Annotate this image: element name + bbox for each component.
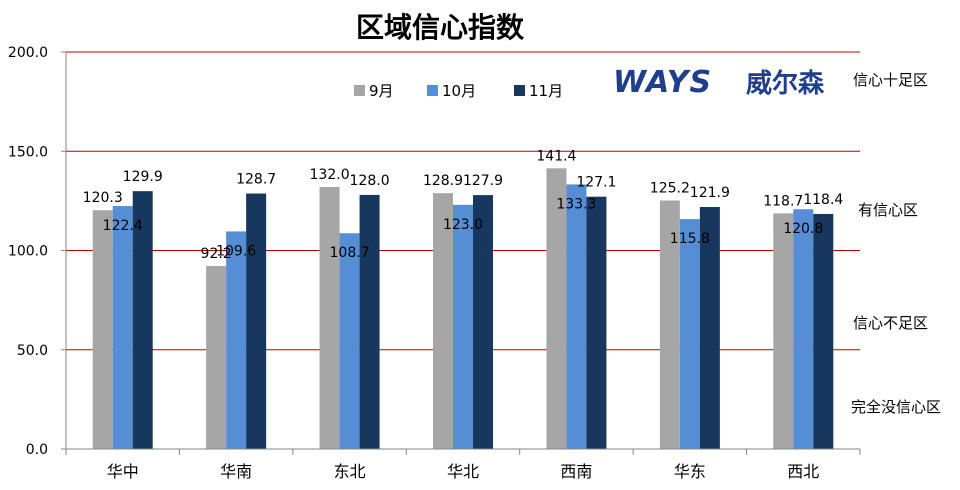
bar <box>92 210 113 449</box>
y-tick-label: 50.0 <box>17 343 48 359</box>
bar <box>359 194 380 449</box>
x-tick-label: 华北 <box>447 462 479 481</box>
bar <box>112 206 133 449</box>
bar <box>319 186 340 450</box>
data-label: 118.4 <box>803 192 843 208</box>
data-label: 123.0 <box>443 217 483 233</box>
legend-swatch <box>354 85 365 96</box>
x-tick-label: 西南 <box>560 462 592 481</box>
data-label: 118.7 <box>763 193 803 209</box>
data-label: 108.7 <box>330 245 370 261</box>
data-label: 125.2 <box>650 180 690 196</box>
bar <box>793 209 814 449</box>
y-axis: 0.0 50.0 100.0 150.0 200.0 <box>8 45 67 458</box>
y-tick-label: 200.0 <box>8 45 48 61</box>
data-label: 141.4 <box>536 148 576 164</box>
logo-latin: WAYS <box>613 65 712 100</box>
logo-chinese: 威尔森 <box>746 68 825 99</box>
data-label: 121.9 <box>690 185 730 201</box>
data-label: 132.0 <box>310 167 350 183</box>
bar <box>226 231 247 449</box>
data-label: 122.4 <box>103 218 143 234</box>
y-tick-label: 100.0 <box>8 244 48 260</box>
zone-label: 有信心区 <box>858 201 918 219</box>
zone-label: 信心不足区 <box>853 314 928 332</box>
legend-label: 11月 <box>529 82 563 100</box>
x-tick-label: 华东 <box>674 462 706 481</box>
bar <box>773 213 794 449</box>
x-tick-label: 东北 <box>334 462 366 481</box>
legend: 9月 10月 11月 <box>354 82 563 100</box>
x-axis: 华中 华南 东北 华北 西南 华东 西北 <box>65 448 861 481</box>
legend-swatch <box>514 85 525 96</box>
x-tick-label: 华中 <box>107 462 139 481</box>
data-label: 120.3 <box>83 190 123 206</box>
data-label: 109.6 <box>216 243 256 259</box>
bar <box>453 204 473 449</box>
data-label: 133.3 <box>556 196 596 212</box>
y-tick-label: 0.0 <box>26 442 48 458</box>
x-tick-label: 西北 <box>787 462 819 481</box>
bar <box>586 196 607 449</box>
y-tick-label: 150.0 <box>8 144 48 160</box>
data-label: 115.8 <box>670 231 710 247</box>
data-label: 127.9 <box>463 173 503 189</box>
zone-label: 信心十足区 <box>853 71 928 89</box>
data-label: 128.0 <box>350 173 390 189</box>
bar <box>679 219 700 449</box>
bar <box>473 195 493 449</box>
bar <box>546 168 567 450</box>
data-label: 92.2 <box>201 246 232 262</box>
bar <box>699 207 720 449</box>
bar <box>813 213 834 449</box>
data-label: 127.1 <box>576 175 616 191</box>
legend-label: 10月 <box>442 82 476 100</box>
data-label: 128.9 <box>423 173 463 189</box>
ways-logo: WAYS 威尔森 <box>613 65 825 100</box>
bar <box>246 193 267 449</box>
data-label: 128.7 <box>236 172 276 188</box>
legend-swatch <box>427 85 438 96</box>
bar <box>132 191 153 449</box>
bars <box>92 168 834 450</box>
zone-label: 完全没信心区 <box>851 398 941 416</box>
bar <box>339 233 360 449</box>
bar <box>206 265 227 449</box>
x-tick-label: 华南 <box>220 462 252 481</box>
bar <box>433 193 453 449</box>
bar <box>659 200 680 449</box>
data-label: 129.9 <box>123 169 163 185</box>
bar <box>566 184 587 449</box>
chart-title: 区域信心指数 <box>356 11 525 44</box>
legend-label: 9月 <box>369 82 394 100</box>
data-label: 120.8 <box>783 221 823 237</box>
